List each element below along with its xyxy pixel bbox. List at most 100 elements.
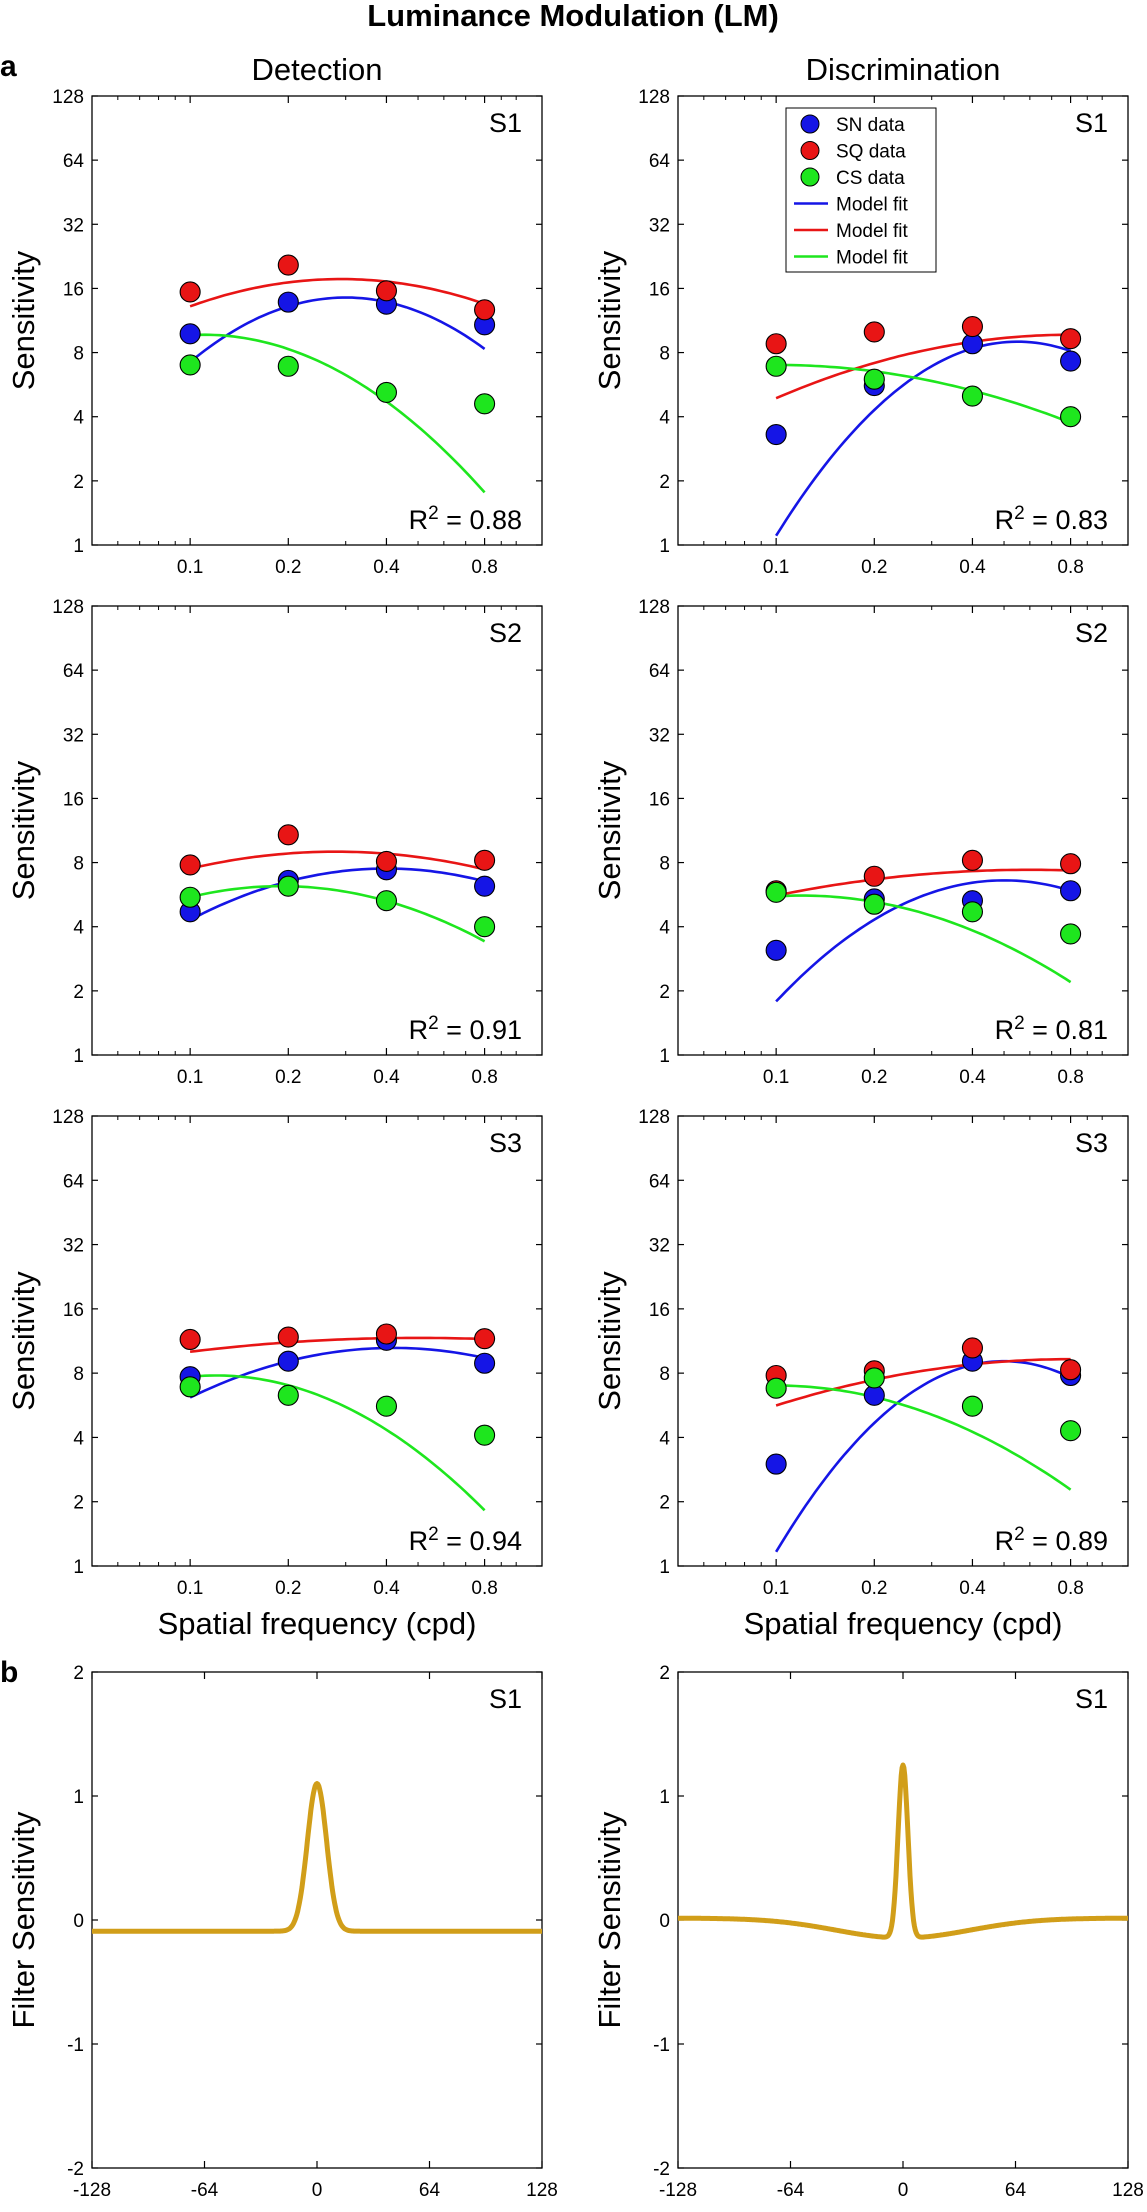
x-tick-label: 0.8 [1057,1578,1083,1599]
fit-curve-cs [776,363,1072,424]
data-point-sq [1060,328,1082,350]
data-point-cs [961,901,983,923]
fit-curve-sn [775,879,1071,1003]
x-tick-label: 0.4 [959,557,986,578]
r-squared-r: R [409,1526,429,1556]
x-tick-label: -128 [73,2180,111,2201]
y-tick-label: 32 [649,215,670,236]
y-tick-label: 64 [63,151,85,172]
x-tick-label: 0.4 [373,1067,400,1088]
filter-profile-line [676,1762,1130,1940]
x-tick-label: 0.1 [177,1067,203,1088]
data-point-sn [765,423,787,446]
data-point-cs [765,355,787,377]
data-point-sn [765,1453,787,1475]
data-point-sq [474,299,496,321]
data-point-sn [277,1350,299,1372]
data-point-sq [961,315,983,338]
r-squared-label: R2 = 0.81 [995,1013,1108,1045]
y-tick-label: 32 [649,725,670,746]
panel-a-letter: a [0,50,17,83]
x-tick-label: 0 [312,2180,323,2201]
y-tick-label: 64 [649,151,671,172]
x-tick-label: 0.2 [861,1578,887,1599]
panel-b-letter: b [0,1656,18,1689]
data-point-sq [961,849,983,871]
fit-curve-cs [189,884,486,943]
y-axis-label: Sensitivity [592,250,627,390]
data-point-cs [765,1377,787,1399]
fit-curve-sq [189,277,486,308]
y-tick-label: 32 [63,1236,84,1257]
chart-det_s1: 1 2 4 8 16 32 64 128 0.1 0.2 0.4 0.8 Sensitivity Dete… [6,52,543,578]
subject-label: S3 [1075,1128,1108,1158]
plot-frame [91,1115,543,1567]
data-point-sq [277,1326,299,1348]
y-tick-label: 16 [649,789,670,810]
data-point-cs [375,381,397,403]
x-tick-label: 0.1 [763,1578,789,1599]
r-squared-r: R [409,505,429,535]
y-tick-label: 64 [63,1171,85,1192]
data-point-cs [474,393,496,415]
y-tick-label: 2 [659,982,670,1003]
r-squared-r: R [995,1526,1015,1556]
fit-curve-sq [775,868,1071,897]
y-tick-label: 32 [63,215,84,236]
x-tick-label: 0.8 [1057,557,1083,578]
chart-dis_s3: 1 2 4 8 16 32 64 128 0.1 0.2 0.4 0.8 Sensitivity Spat… [592,1107,1129,1641]
y-tick-label: 16 [63,279,84,300]
subject-label: S2 [1075,618,1108,648]
x-tick-label: 128 [1112,2180,1144,2201]
y-tick-label: 8 [659,1364,670,1385]
fit-curve-sn [775,340,1072,537]
x-tick-label: 0.2 [275,557,301,578]
x-tick-label: 0.8 [471,1578,497,1599]
data-point-sn [765,939,787,961]
y-axis-label: Sensitivity [592,1271,627,1411]
y-tick-label: 128 [638,597,670,618]
y-tick-label: 4 [73,918,84,939]
y-tick-label: 128 [638,1107,670,1128]
y-axis-label: Filter Sensitivity [6,1811,41,2029]
data-point-cs [1060,406,1082,428]
plot-frame [91,1671,543,2169]
data-point-cs [375,1395,397,1417]
data-point-sq [375,850,397,872]
data-point-cs [1060,1420,1082,1442]
data-point-sn [277,291,299,313]
y-tick-label: 32 [63,725,84,746]
data-point-sq [179,1328,201,1351]
data-point-sq [1060,853,1082,875]
data-point-sq [375,280,397,302]
legend-label: Model fit [836,221,909,242]
y-tick-label: 4 [73,1428,84,1449]
fit-curve-sq [775,1357,1071,1407]
y-tick-label: -2 [67,2159,84,2180]
fit-curve-sn [774,1359,1072,1553]
y-tick-label: 32 [649,1236,670,1257]
chart-filt_det: -2 -1 0 1 2 -128 -64 0 64 128 Filter Sensitivity Pi… [6,1663,558,2212]
y-tick-label: -1 [653,2035,670,2056]
y-tick-label: 16 [649,1300,670,1321]
x-tick-label: 0.1 [763,557,789,578]
data-point-sq [863,321,885,343]
data-point-sq [765,333,787,355]
y-tick-label: 1 [659,1046,670,1067]
figure-title: Luminance Modulation (LM) [367,0,779,33]
x-tick-label: 0.8 [471,1067,497,1088]
y-tick-label: 1 [73,1787,84,1808]
data-point-cs [961,385,983,407]
y-axis-label: Sensitivity [592,760,627,900]
x-tick-label: 0.8 [1057,1067,1083,1088]
x-tick-label: 0.4 [373,557,400,578]
y-tick-label: 4 [659,1428,670,1449]
subject-label: S1 [1075,108,1108,138]
x-tick-label: 0.1 [177,1578,203,1599]
data-point-cs [474,916,496,938]
x-tick-label: 0.2 [275,1067,301,1088]
x-tick-label: -64 [777,2180,805,2201]
plot-frame [91,95,543,546]
